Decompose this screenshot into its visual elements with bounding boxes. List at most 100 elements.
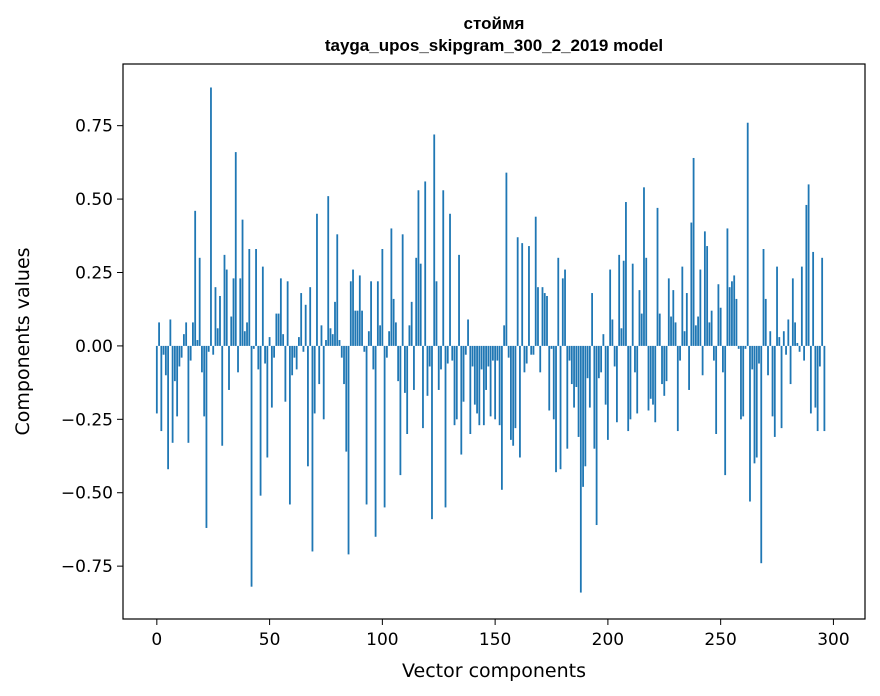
bar-component-211 xyxy=(631,263,634,346)
bar-component-196 xyxy=(597,345,600,379)
bar-component-247 xyxy=(712,345,715,361)
bar-component-103 xyxy=(388,331,391,346)
bar-component-29 xyxy=(221,345,224,446)
bar-component-171 xyxy=(541,287,544,346)
bar-component-6 xyxy=(169,319,172,346)
bar-component-152 xyxy=(498,345,501,426)
bar-component-5 xyxy=(167,345,169,470)
bar-component-18 xyxy=(196,340,199,346)
bar-component-16 xyxy=(192,322,194,346)
bar-component-65 xyxy=(302,345,305,352)
bar-component-57 xyxy=(284,345,287,402)
bar-component-63 xyxy=(298,337,300,346)
bar-component-186 xyxy=(575,345,578,388)
bar-component-274 xyxy=(773,345,776,437)
bar-component-151 xyxy=(496,345,499,361)
bar-component-266 xyxy=(755,345,758,458)
bar-component-127 xyxy=(442,190,445,346)
bar-component-122 xyxy=(431,345,433,520)
bar-component-79 xyxy=(334,301,336,346)
bar-component-140 xyxy=(471,345,474,367)
bar-component-231 xyxy=(676,345,679,432)
bar-component-74 xyxy=(322,345,325,420)
bar-component-75 xyxy=(325,340,327,346)
bar-component-181 xyxy=(564,269,566,346)
bar-component-106 xyxy=(394,322,397,346)
bar-component-194 xyxy=(593,345,596,449)
bar-component-191 xyxy=(586,345,589,379)
bar-component-62 xyxy=(295,345,298,370)
bar-component-137 xyxy=(464,345,467,355)
bar-component-204 xyxy=(616,345,618,423)
bar-component-198 xyxy=(602,334,605,346)
bar-component-130 xyxy=(449,213,451,346)
bar-component-203 xyxy=(613,345,616,367)
bar-component-133 xyxy=(455,345,458,420)
bar-component-286 xyxy=(800,266,803,346)
bar-component-76 xyxy=(327,196,330,346)
x-tick-label: 100 xyxy=(366,630,398,650)
bar-component-192 xyxy=(588,345,591,408)
bar-component-250 xyxy=(719,307,722,346)
bar-component-187 xyxy=(577,345,580,437)
bar-component-165 xyxy=(528,246,530,346)
plot-area-frame xyxy=(122,63,866,620)
bar-component-291 xyxy=(812,251,815,346)
bar-component-70 xyxy=(313,345,316,414)
bar-component-49 xyxy=(266,345,269,458)
bar-component-268 xyxy=(760,345,763,564)
bar-component-294 xyxy=(818,345,821,367)
bar-component-78 xyxy=(331,334,334,346)
bar-component-275 xyxy=(776,266,778,346)
bar-component-163 xyxy=(523,345,526,373)
bar-component-182 xyxy=(566,345,569,449)
bar-component-9 xyxy=(176,345,179,417)
bar-component-111 xyxy=(406,345,409,434)
bar-component-104 xyxy=(390,228,393,346)
bar-component-207 xyxy=(622,260,625,346)
bar-component-15 xyxy=(189,345,192,361)
bar-component-61 xyxy=(293,345,296,358)
bar-component-215 xyxy=(640,313,643,346)
x-tick-label: 250 xyxy=(704,630,736,650)
y-tick-label: 0.25 xyxy=(75,263,113,283)
bar-component-66 xyxy=(304,304,307,346)
bar-component-169 xyxy=(537,287,539,346)
bar-component-233 xyxy=(681,266,684,346)
bar-component-202 xyxy=(611,319,614,346)
bar-component-12 xyxy=(182,334,185,346)
bars-group xyxy=(155,87,826,593)
bar-component-227 xyxy=(667,278,670,346)
x-tick-label: 150 xyxy=(479,630,511,650)
bar-component-263 xyxy=(749,345,751,502)
bar-component-105 xyxy=(392,298,395,346)
bar-component-114 xyxy=(413,345,415,390)
bar-component-129 xyxy=(446,345,449,364)
chart-subtitle: tayga_upos_skipgram_300_2_2019 model xyxy=(325,36,663,55)
bar-component-232 xyxy=(679,345,681,361)
bar-component-150 xyxy=(494,345,497,420)
bar-component-116 xyxy=(417,190,420,346)
bar-component-260 xyxy=(742,345,745,417)
bar-component-208 xyxy=(625,202,627,346)
bar-component-248 xyxy=(715,345,718,434)
bar-component-54 xyxy=(277,313,280,346)
bar-component-24 xyxy=(210,87,212,346)
bar-component-240 xyxy=(697,316,699,346)
bar-component-170 xyxy=(539,345,542,373)
bar-component-99 xyxy=(379,325,381,346)
bar-component-279 xyxy=(785,345,787,355)
bar-component-199 xyxy=(604,345,607,405)
bar-component-209 xyxy=(627,345,630,432)
bar-component-11 xyxy=(180,345,183,358)
bar-component-228 xyxy=(670,316,672,346)
bar-component-267 xyxy=(758,345,760,364)
bar-component-221 xyxy=(654,345,657,423)
bar-component-256 xyxy=(733,275,736,346)
bar-component-23 xyxy=(207,345,210,352)
bar-component-139 xyxy=(469,345,472,434)
bar-component-123 xyxy=(433,134,436,346)
bar-component-252 xyxy=(724,345,727,476)
bar-component-226 xyxy=(665,345,668,382)
bar-component-143 xyxy=(478,345,481,426)
